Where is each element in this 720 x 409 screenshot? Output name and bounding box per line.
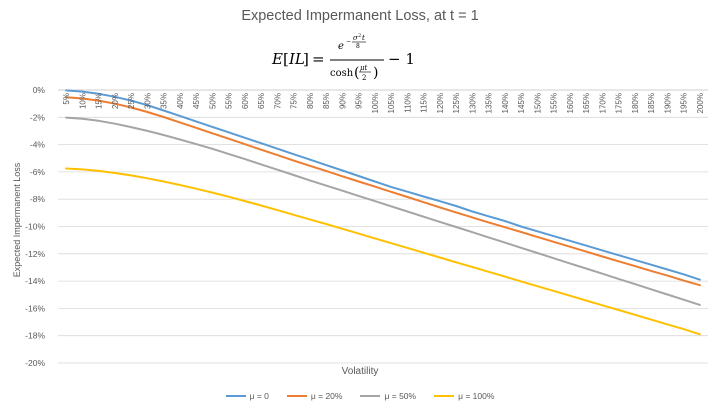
x-axis-tick-labels: 5% 10% 15% 20% 25% 30% 35% 40% 45% 50% 55% 60% 65% 70…: [62, 93, 705, 113]
gridlines: [58, 89, 708, 364]
legend-label: μ = 0: [249, 391, 269, 401]
svg-text:e: e: [338, 41, 344, 52]
svg-text:(: (: [354, 65, 359, 81]
x-tick-label: 175%: [615, 93, 624, 113]
svg-text:E: E: [271, 50, 283, 68]
x-tick-label: 160%: [566, 93, 575, 113]
svg-text:8: 8: [356, 43, 360, 50]
y-tick-label: -20%: [25, 358, 45, 368]
x-tick-label: 30%: [143, 93, 152, 109]
x-tick-label: 180%: [631, 93, 640, 113]
series-line-3: [65, 116, 701, 306]
svg-text:]: ]: [303, 50, 309, 68]
x-tick-label: 125%: [452, 93, 461, 113]
x-tick-label: 70%: [273, 93, 282, 109]
y-tick-label: -16%: [25, 303, 45, 313]
x-tick-label: 100%: [371, 93, 380, 113]
x-tick-label: 85%: [322, 93, 331, 109]
x-tick-label: 195%: [680, 93, 689, 113]
x-tick-label: 185%: [647, 93, 656, 113]
x-tick-label: 25%: [127, 93, 136, 109]
svg-text:σ: σ: [353, 34, 358, 42]
x-tick-label: 145%: [517, 93, 526, 113]
x-tick-label: 135%: [485, 93, 494, 113]
legend-swatch: [360, 395, 381, 397]
x-tick-label: 155%: [550, 93, 559, 113]
x-tick-label: 80%: [306, 93, 315, 109]
svg-text:cosh: cosh: [330, 68, 354, 79]
x-tick-label: 120%: [436, 93, 445, 113]
x-tick-label: 130%: [468, 93, 477, 113]
series-line-4: [65, 167, 701, 336]
svg-text:t: t: [362, 34, 365, 42]
x-tick-label: 95%: [355, 93, 364, 109]
legend-item: μ = 20%: [286, 391, 343, 401]
x-tick-label: 200%: [696, 93, 705, 113]
x-tick-label: 50%: [208, 93, 217, 109]
x-tick-label: 140%: [501, 93, 510, 113]
x-tick-label: 105%: [387, 93, 396, 113]
legend-swatch: [286, 395, 307, 397]
series-line-2: [65, 96, 701, 287]
x-tick-label: 35%: [160, 93, 169, 109]
y-tick-label: -8%: [30, 194, 46, 204]
x-tick-label: 20%: [111, 93, 120, 109]
svg-text:2: 2: [362, 74, 366, 82]
x-tick-label: 150%: [533, 93, 542, 113]
y-axis-label: Expected Impermanent Loss: [12, 162, 22, 278]
svg-text:2: 2: [358, 33, 361, 39]
y-tick-label: -10%: [25, 222, 45, 232]
x-tick-label: 5%: [62, 93, 71, 105]
x-tick-label: 190%: [663, 93, 672, 113]
svg-text:): ): [373, 65, 378, 81]
y-tick-label: -14%: [25, 276, 45, 286]
x-tick-label: 15%: [95, 93, 104, 109]
y-tick-label: -18%: [25, 331, 45, 341]
svg-text:μt: μt: [360, 64, 368, 72]
chart-legend: μ = 0 μ = 20% μ = 50% μ = 100%: [0, 391, 720, 401]
x-tick-label: 90%: [338, 93, 347, 109]
x-tick-label: 170%: [598, 93, 607, 113]
x-tick-label: 55%: [225, 93, 234, 109]
x-tick-label: 115%: [420, 93, 429, 113]
y-tick-label: -2%: [30, 112, 46, 122]
svg-text:− 1: − 1: [388, 50, 415, 68]
y-axis-tick-labels: 0% -2% -4% -6% -8% -10% -12% -14% -16% -18% -20%: [25, 85, 45, 368]
x-tick-label: 60%: [241, 93, 250, 109]
series-lines: [65, 89, 701, 336]
svg-text:=: =: [312, 50, 325, 68]
series-line-1: [65, 89, 701, 281]
legend-label: μ = 100%: [458, 391, 495, 401]
y-tick-label: 0%: [33, 85, 46, 95]
legend-label: μ = 50%: [384, 391, 417, 401]
legend-item: μ = 0: [225, 391, 269, 401]
legend-swatch: [225, 395, 246, 397]
formula-expression: E [ IL ] = e − σ 2 t 8 cosh ( μt 2 ) − 1: [271, 33, 415, 82]
svg-text:IL: IL: [288, 50, 305, 68]
legend-item: μ = 100%: [434, 391, 494, 401]
x-tick-label: 110%: [403, 93, 412, 113]
legend-label: μ = 20%: [310, 391, 343, 401]
x-tick-label: 40%: [176, 93, 185, 109]
legend-item: μ = 50%: [360, 391, 416, 401]
y-tick-label: -12%: [25, 249, 45, 259]
x-axis-label: Volatility: [341, 366, 379, 377]
svg-text:[: [: [283, 50, 289, 68]
legend-swatch: [434, 395, 455, 397]
x-tick-label: 75%: [290, 93, 299, 109]
chart-title: Expected Impermanent Loss, at t = 1: [241, 8, 479, 24]
x-tick-label: 65%: [257, 93, 266, 109]
x-tick-label: 165%: [582, 93, 591, 113]
y-tick-label: -4%: [30, 140, 46, 150]
x-tick-label: 10%: [78, 93, 87, 109]
y-tick-label: -6%: [30, 167, 46, 177]
svg-text:−: −: [346, 38, 351, 45]
x-tick-label: 45%: [192, 93, 201, 109]
